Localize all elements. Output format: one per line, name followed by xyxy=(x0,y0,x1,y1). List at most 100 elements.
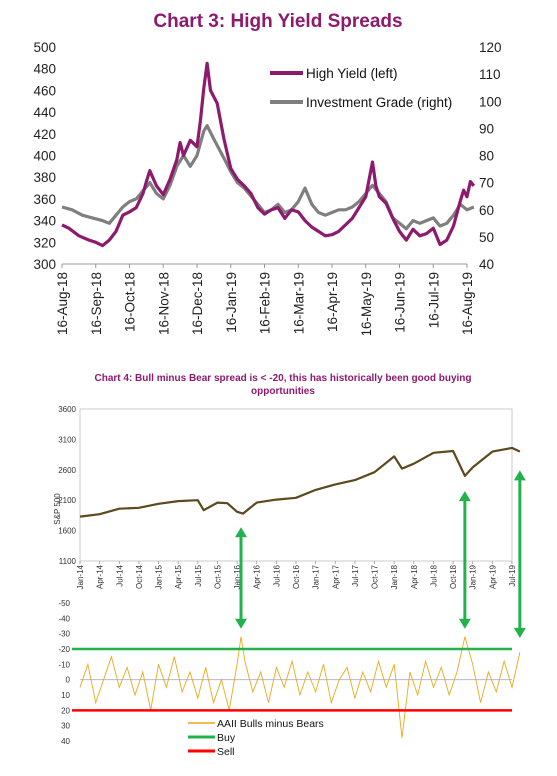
sp500-axis-tick-label: 1600 xyxy=(58,527,76,536)
x-axis-tick-label: 16-Jul-19 xyxy=(426,272,441,328)
sp500-axis-tick-label: 3600 xyxy=(58,405,76,414)
bull-bear-axis-tick-label: 20 xyxy=(61,706,70,715)
bull-bear-axis-tick-label: 10 xyxy=(61,691,70,700)
right-axis-tick-label: 100 xyxy=(479,94,502,109)
x-axis-tick-label: Jul-16 xyxy=(272,564,281,586)
x-axis-tick-label: Apr-18 xyxy=(410,564,419,589)
x-axis-tick-label: 16-Nov-18 xyxy=(156,272,171,335)
left-axis-tick-label: 480 xyxy=(33,62,56,77)
chart-3-left-axis: 300 320 340 360 380 400 420 440 460 480 500 xyxy=(33,40,56,272)
right-axis-tick-label: 70 xyxy=(479,176,494,191)
bull-bear-axis-tick-label: 30 xyxy=(61,722,70,731)
x-axis-tick-label: Oct-15 xyxy=(213,564,222,589)
x-axis-tick-label: Apr-19 xyxy=(488,564,497,589)
x-axis-tick-label: Jan-15 xyxy=(155,564,164,589)
chart-4-x-axis: Jan-14 Apr-14 Jul-14 Oct-14 Jan-15 Apr-15 Jul-… xyxy=(76,561,517,589)
right-axis-tick-label: 120 xyxy=(479,40,502,55)
left-axis-tick-label: 420 xyxy=(33,127,56,142)
x-axis-tick-label: Jul-15 xyxy=(194,564,203,586)
right-axis-tick-label: 60 xyxy=(479,203,494,218)
left-axis-tick-label: 360 xyxy=(33,192,56,207)
x-axis-tick-label: 16-Jun-19 xyxy=(393,272,408,333)
sp500-axis-tick-label: 2100 xyxy=(58,496,76,505)
chart-3-legend: High Yield (left) Investment Grade (righ… xyxy=(270,66,452,110)
arrow-head-up xyxy=(458,491,471,502)
x-axis-tick-label: Oct-14 xyxy=(135,564,144,589)
left-axis-tick-label: 340 xyxy=(33,214,56,229)
left-axis-tick-label: 500 xyxy=(33,40,56,55)
bull-bear-line xyxy=(79,636,521,738)
x-axis-tick-label: Jan-16 xyxy=(233,564,242,589)
chart-3-right-axis: 40 50 60 70 80 90 100 110 120 xyxy=(479,40,502,272)
chart-3-x-axis: 16-Aug-18 16-Sep-18 16-Oct-18 16-Nov-18 16-D… xyxy=(55,263,475,335)
x-axis-tick-label: Oct-18 xyxy=(449,564,458,589)
chart-4-sp500-panel: 1100 1600 2100 2600 3100 3600 xyxy=(58,405,521,566)
sp500-axis-tick-label: 3100 xyxy=(58,435,76,444)
chart-4-title-line-2: opportunities xyxy=(251,386,315,397)
x-axis-tick-label: Apr-14 xyxy=(96,564,105,589)
x-axis-tick-label: Jan-18 xyxy=(390,564,399,589)
x-axis-tick-label: 16-Apr-19 xyxy=(325,272,340,332)
sp500-axis-tick-label: 1100 xyxy=(59,557,77,566)
x-axis-tick-label: 16-Feb-19 xyxy=(258,272,273,334)
bull-bear-axis-tick-label: -40 xyxy=(58,614,70,623)
chart-3-title: Chart 3: High Yield Spreads xyxy=(153,11,402,32)
chart-4-bull-bear-panel: -50 -40 -30 -20 -10 0 10 20 30 40 xyxy=(58,599,521,746)
x-axis-tick-label: Apr-15 xyxy=(174,564,183,589)
x-axis-tick-label: 16-Oct-18 xyxy=(123,272,138,332)
bull-bear-axis-tick-label: -30 xyxy=(58,630,70,639)
x-axis-tick-label: 16-Sep-18 xyxy=(89,272,104,335)
x-axis-tick-label: Jan-17 xyxy=(312,564,321,589)
legend-label-sell: Sell xyxy=(217,746,235,758)
chart-4-title-line-1: Chart 4: Bull minus Bear spread is < -20… xyxy=(94,373,471,384)
x-axis-tick-label: 16-Mar-19 xyxy=(291,272,306,334)
right-axis-tick-label: 80 xyxy=(479,149,494,164)
left-axis-tick-label: 440 xyxy=(33,105,56,120)
x-axis-tick-label: Oct-16 xyxy=(292,564,301,589)
sp500-panel-frame xyxy=(79,408,513,562)
right-axis-tick-label: 90 xyxy=(479,121,494,136)
chart-4-legend: AAII Bulls minus Bears Buy Sell xyxy=(188,718,324,758)
arrow-head-down xyxy=(235,618,248,629)
legend-label-investment-grade: Investment Grade (right) xyxy=(306,95,452,110)
high-yield-line xyxy=(61,61,476,248)
bull-bear-axis-tick-label: -10 xyxy=(58,660,70,669)
bull-bear-axis-tick-label: -50 xyxy=(58,599,70,608)
x-axis-tick-label: Jul-19 xyxy=(508,564,517,586)
left-axis-tick-label: 320 xyxy=(33,235,56,250)
sp500-line xyxy=(79,446,521,518)
x-axis-tick-label: Apr-16 xyxy=(253,564,262,589)
x-axis-tick-label: Jul-14 xyxy=(115,564,124,586)
left-axis-tick-label: 380 xyxy=(33,170,56,185)
legend-label-buy: Buy xyxy=(217,732,236,744)
left-axis-tick-label: 400 xyxy=(33,149,56,164)
x-axis-tick-label: Jul-17 xyxy=(351,564,360,586)
x-axis-tick-label: 16-Jan-19 xyxy=(224,272,239,333)
right-axis-tick-label: 110 xyxy=(479,67,501,82)
right-axis-tick-label: 50 xyxy=(479,230,494,245)
x-axis-tick-label: Apr-17 xyxy=(331,564,340,589)
x-axis-tick-label: Oct-17 xyxy=(371,564,380,589)
chart-3-series xyxy=(61,61,476,248)
bull-bear-axis-tick-label: 0 xyxy=(66,676,71,685)
right-axis-tick-label: 40 xyxy=(479,257,494,272)
arrow-head-down xyxy=(458,618,471,629)
left-axis-tick-label: 460 xyxy=(33,83,56,98)
x-axis-tick-label: Jul-18 xyxy=(429,564,438,586)
bull-bear-axis-tick-label: 40 xyxy=(61,737,70,746)
arrow-head-up xyxy=(235,527,248,538)
x-axis-tick-label: 16-Aug-18 xyxy=(55,272,70,335)
legend-label-bull-bear: AAII Bulls minus Bears xyxy=(217,718,324,730)
x-axis-tick-label: 16-May-19 xyxy=(359,272,374,335)
x-axis-tick-label: Jan-14 xyxy=(76,564,85,589)
sp500-axis-tick-label: 2600 xyxy=(58,466,76,475)
x-axis-tick-label: Jan-19 xyxy=(469,564,478,589)
arrow-head-down xyxy=(513,627,526,638)
bull-bear-axis-tick-label: -20 xyxy=(58,645,70,654)
x-axis-tick-label: 16-Aug-19 xyxy=(460,272,475,335)
arrow-head-up xyxy=(513,470,526,481)
chart-4-arrows xyxy=(235,470,526,638)
chart-4: Chart 4: Bull minus Bear spread is < -20… xyxy=(53,373,526,758)
x-axis-tick-label: 16-Dec-18 xyxy=(190,272,205,335)
left-axis-tick-label: 300 xyxy=(33,257,56,272)
